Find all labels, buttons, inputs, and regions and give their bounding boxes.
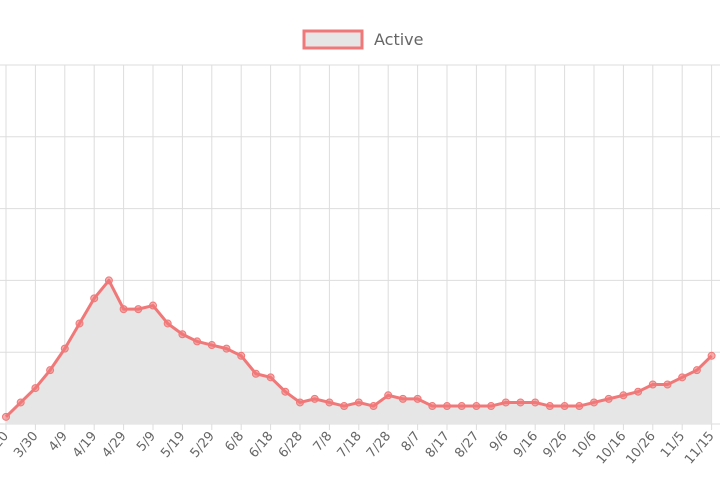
area — [6, 280, 712, 424]
point — [648, 380, 657, 389]
point — [384, 391, 393, 400]
point — [251, 369, 260, 378]
x-tick-label: 5/19 — [158, 429, 188, 461]
point — [31, 384, 40, 393]
point — [472, 402, 481, 411]
point — [193, 337, 202, 346]
point — [501, 398, 510, 407]
point — [575, 402, 584, 411]
point — [296, 398, 304, 407]
x-tick-label: 6/8 — [222, 429, 247, 455]
x-tick-label: 6/28 — [276, 429, 306, 461]
point — [634, 387, 643, 396]
point — [325, 398, 334, 407]
point — [90, 294, 99, 303]
point — [590, 398, 598, 407]
point — [75, 319, 84, 328]
point — [134, 305, 143, 314]
x-tick-label: 4/19 — [70, 429, 100, 461]
point — [340, 402, 349, 411]
point — [237, 351, 246, 360]
legend-label: Active — [374, 30, 424, 49]
x-tick-label: 5/9 — [134, 429, 159, 455]
x-tick-label: 10/26 — [623, 429, 659, 467]
point — [663, 380, 672, 389]
x-tick-label: 8/27 — [452, 429, 482, 461]
x-tick-label: 11/15 — [682, 429, 718, 467]
point — [413, 394, 422, 403]
x-tick-label: 10/16 — [594, 429, 630, 467]
point — [443, 402, 451, 411]
x-tick-label: 9/26 — [540, 429, 570, 461]
point — [428, 402, 437, 411]
point — [281, 387, 290, 396]
point — [266, 373, 275, 382]
point — [692, 366, 701, 375]
point — [516, 398, 525, 407]
point — [46, 366, 55, 375]
point — [604, 394, 613, 403]
point — [178, 330, 187, 339]
point — [16, 398, 25, 407]
point — [707, 351, 716, 360]
point — [354, 398, 363, 407]
point — [149, 301, 157, 310]
point — [457, 402, 466, 411]
x-axis: 3/20 3/30 4/9 4/19 4/29 5/9 5/19 5/29 6/8 6/18 6/2… — [0, 429, 718, 467]
x-tick-label: 7/18 — [335, 429, 365, 461]
x-tick-label: 4/29 — [99, 429, 129, 461]
point — [369, 402, 378, 411]
plot — [2, 276, 716, 424]
point — [619, 391, 628, 400]
x-tick-label: 8/17 — [423, 429, 453, 461]
point — [398, 394, 407, 403]
point — [207, 341, 216, 350]
x-tick-label: 9/16 — [511, 429, 541, 461]
x-tick-label: 3/20 — [0, 429, 12, 461]
point — [560, 402, 569, 411]
legend-swatch — [302, 29, 364, 50]
x-tick-label: 5/29 — [188, 429, 218, 461]
legend: Active — [302, 29, 424, 50]
x-tick-label: 6/18 — [246, 429, 276, 461]
point — [163, 319, 172, 328]
x-tick-label: 9/6 — [487, 429, 512, 455]
point — [222, 344, 231, 353]
point — [531, 398, 540, 407]
point — [545, 402, 554, 411]
point — [2, 412, 10, 421]
point — [678, 373, 687, 382]
point — [310, 394, 319, 403]
x-tick-label: 7/28 — [364, 429, 394, 461]
x-tick-label: 3/30 — [11, 429, 41, 461]
x-tick-label: 4/9 — [46, 429, 71, 455]
x-tick-label: 8/7 — [399, 429, 424, 455]
point — [60, 344, 69, 353]
point — [104, 276, 113, 285]
point — [119, 305, 128, 314]
point — [487, 402, 496, 411]
x-tick-label: 7/8 — [311, 429, 336, 455]
